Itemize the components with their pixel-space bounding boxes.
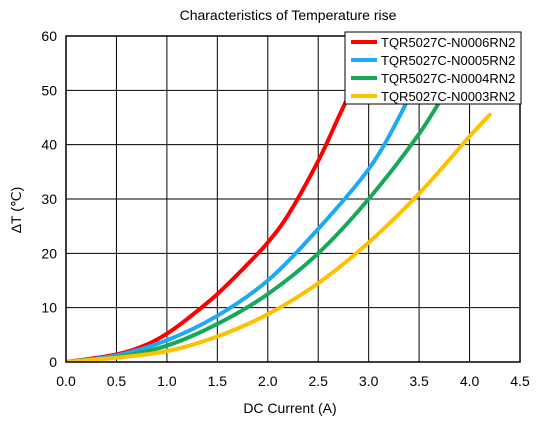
x-tick-label: 3.5: [409, 373, 429, 389]
x-axis-label: DC Current (A): [243, 400, 336, 416]
y-tick-label: 50: [41, 82, 57, 98]
legend-entry: TQR5027C-N0005RN2: [381, 53, 515, 68]
x-tick-label: 1.0: [157, 373, 177, 389]
y-tick-label: 60: [41, 28, 57, 44]
y-tick-label: 40: [41, 137, 57, 153]
x-axis-ticks: 0.0 0.5 1.0 1.5 2.0 2.5 3.0 3.5 4.0 4.5: [56, 373, 530, 389]
x-tick-label: 0.5: [107, 373, 127, 389]
series-line-3: [66, 36, 480, 362]
y-axis-ticks: 0 10 20 30 40 50 60: [41, 28, 57, 370]
plot-area-border: [65, 35, 521, 363]
series-line-1: [66, 36, 376, 362]
x-tick-label: 3.0: [359, 373, 379, 389]
chart-title: Characteristics of Temperature rise: [180, 7, 397, 23]
series-line-4: [66, 112, 492, 362]
x-tick-label: 1.5: [208, 373, 228, 389]
x-tick-label: 2.5: [308, 373, 328, 389]
y-axis-label: ΔT (℃): [8, 187, 24, 234]
x-tick-label: 0.0: [56, 373, 76, 389]
y-tick-label: 20: [41, 245, 57, 261]
x-tick-label: 4.0: [460, 373, 480, 389]
x-tick-label: 4.5: [510, 373, 530, 389]
legend-entry: TQR5027C-N0006RN2: [381, 35, 515, 50]
legend-entry: TQR5027C-N0003RN2: [381, 89, 515, 104]
legend: TQR5027C-N0006RN2 TQR5027C-N0005RN2 TQR502…: [344, 31, 522, 105]
y-tick-label: 0: [49, 354, 57, 370]
y-tick-label: 10: [41, 300, 57, 316]
x-tick-label: 2.0: [258, 373, 278, 389]
legend-entry: TQR5027C-N0004RN2: [381, 71, 515, 86]
y-tick-label: 30: [41, 191, 57, 207]
